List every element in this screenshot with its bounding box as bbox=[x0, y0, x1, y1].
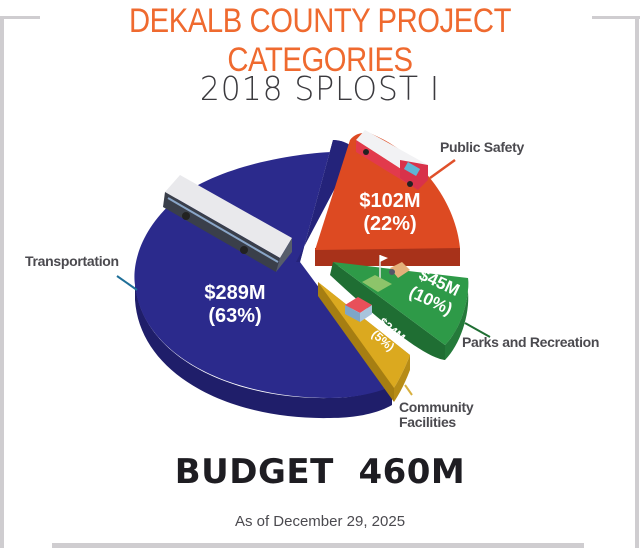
park-icon bbox=[362, 255, 410, 292]
building-icon bbox=[345, 297, 372, 322]
label-transportation: Transportation bbox=[25, 253, 119, 269]
page-title: DEKALB COUNTY PROJECT CATEGORIES bbox=[128, 2, 512, 79]
bus-icon bbox=[163, 175, 292, 272]
fire-truck-icon bbox=[356, 130, 428, 190]
frame-bottom-border bbox=[52, 543, 584, 548]
frame-right-border bbox=[635, 16, 639, 548]
label-community-line2: Facilities bbox=[399, 414, 456, 430]
value-public-safety: $102M (22%) bbox=[340, 190, 440, 236]
label-community-facilities: Community Facilities bbox=[399, 399, 474, 430]
label-public-safety: Public Safety bbox=[440, 139, 525, 155]
frame-left-border bbox=[0, 17, 4, 548]
percent-transportation: (63%) bbox=[208, 305, 262, 327]
value-transportation: $289M (63%) bbox=[180, 282, 290, 328]
budget-total: BUDGET 460M bbox=[174, 452, 466, 492]
label-community-line1: Community bbox=[399, 399, 474, 415]
slice-public-safety bbox=[315, 132, 460, 266]
chart-subtitle: 2018 SPLOST I bbox=[199, 69, 441, 108]
amount-public-safety: $102M bbox=[359, 190, 421, 212]
frame-top-left-border bbox=[0, 16, 40, 19]
frame-top-right-border bbox=[592, 16, 640, 19]
label-parks-and-recreation: Parks and Recreation bbox=[462, 334, 600, 350]
percent-public-safety: (22%) bbox=[363, 213, 417, 235]
as-of-date: As of December 29, 2025 bbox=[234, 513, 406, 530]
slice-community-facilities bbox=[318, 282, 413, 402]
amount-transportation: $289M bbox=[204, 282, 266, 304]
